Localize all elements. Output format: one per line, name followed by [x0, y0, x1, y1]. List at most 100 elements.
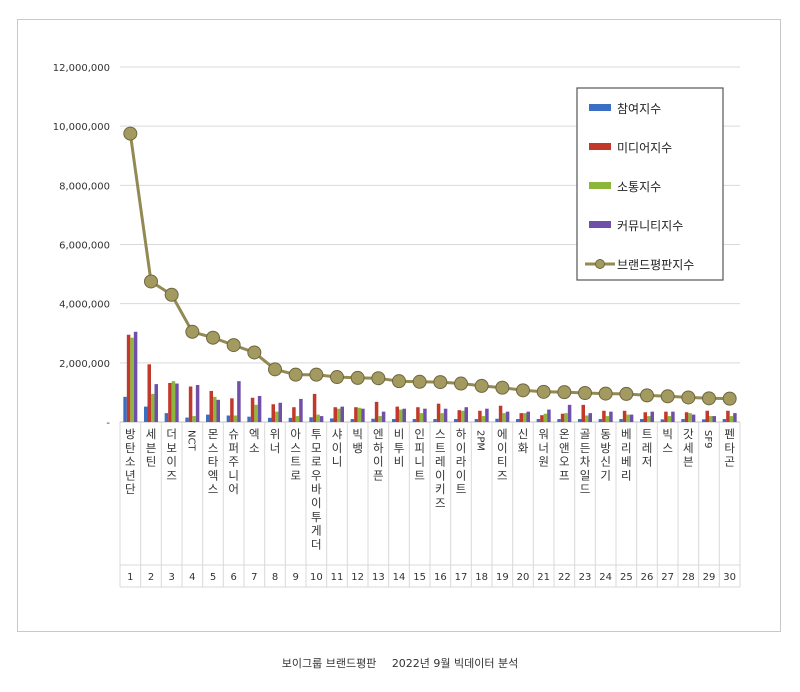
- bar: [257, 395, 262, 422]
- bar: [171, 381, 176, 422]
- bar: [619, 419, 623, 422]
- bar: [123, 396, 127, 422]
- bar: [495, 418, 499, 422]
- bar: [643, 412, 647, 422]
- bar: [519, 413, 523, 422]
- line-point: [412, 374, 427, 389]
- line-point: [123, 126, 138, 141]
- rank-label: 6: [230, 572, 236, 583]
- bar: [168, 382, 172, 422]
- legend-swatch: [589, 221, 611, 228]
- rank-label: 10: [310, 572, 323, 583]
- bar: [454, 419, 458, 422]
- y-tick-label: 6,000,000: [59, 241, 110, 252]
- bar: [316, 414, 320, 422]
- bar: [209, 390, 213, 422]
- bar: [126, 334, 131, 422]
- bar: [381, 411, 386, 422]
- line-point: [185, 324, 200, 339]
- bar: [440, 413, 444, 422]
- bar: [233, 415, 238, 422]
- bar: [361, 408, 365, 422]
- bar: [213, 396, 217, 422]
- bar: [164, 413, 169, 422]
- line-point: [474, 378, 489, 393]
- line-point: [495, 380, 510, 395]
- line-point: [660, 389, 675, 404]
- bar: [247, 416, 251, 422]
- bar: [340, 406, 344, 422]
- rank-label: 5: [210, 572, 216, 583]
- bar: [268, 417, 272, 422]
- line-point: [164, 287, 179, 302]
- rank-label: 1: [127, 572, 133, 583]
- line-point: [454, 376, 468, 391]
- line-point: [619, 386, 634, 401]
- bar: [395, 406, 399, 422]
- line-point: [598, 386, 613, 401]
- bar: [671, 411, 675, 422]
- rank-label: 3: [168, 572, 174, 583]
- bar: [681, 419, 685, 422]
- bar: [602, 410, 606, 422]
- rank-label: 18: [475, 572, 488, 583]
- bar: [474, 419, 479, 422]
- bar: [540, 415, 544, 422]
- y-tick-label: 12,000,000: [53, 63, 110, 74]
- bar: [337, 408, 341, 422]
- bar: [667, 416, 672, 422]
- rank-label: 23: [579, 572, 592, 583]
- rank-label: 13: [372, 572, 385, 583]
- bar: [605, 416, 610, 422]
- bar: [691, 414, 696, 422]
- bar: [478, 410, 482, 422]
- bar: [705, 410, 709, 422]
- bar: [629, 414, 634, 422]
- bar: [354, 407, 358, 422]
- line-point: [722, 391, 737, 406]
- bar: [288, 417, 293, 422]
- legend-swatch: [589, 143, 611, 150]
- bar: [216, 399, 220, 422]
- legend-label: 브랜드평판지수: [617, 258, 694, 272]
- bar: [578, 419, 582, 422]
- caption: 보이그룹 브랜드평판 2022년 9월 빅데이터 분석: [0, 655, 800, 671]
- bar: [230, 398, 234, 422]
- rank-label: 12: [351, 572, 364, 583]
- bar: [295, 416, 300, 422]
- line-point: [578, 386, 592, 401]
- bar: [588, 413, 592, 422]
- rank-label: 24: [599, 572, 612, 583]
- bar: [536, 419, 541, 422]
- line-point: [681, 390, 696, 405]
- bar: [547, 409, 551, 422]
- bar: [185, 417, 189, 422]
- rank-label: 11: [331, 572, 344, 583]
- bar: [154, 384, 158, 422]
- bar: [333, 407, 337, 422]
- legend-marker: [595, 259, 605, 269]
- line-point: [640, 388, 654, 403]
- bar: [564, 413, 568, 422]
- rank-label: 2: [148, 572, 154, 583]
- bar: [688, 413, 692, 422]
- rank-label: 26: [641, 572, 654, 583]
- bar: [423, 408, 427, 422]
- bar: [664, 411, 668, 422]
- line-point: [268, 362, 282, 377]
- rank-label: 14: [393, 572, 406, 583]
- category-label: 2PM: [475, 430, 486, 451]
- bar: [374, 401, 379, 422]
